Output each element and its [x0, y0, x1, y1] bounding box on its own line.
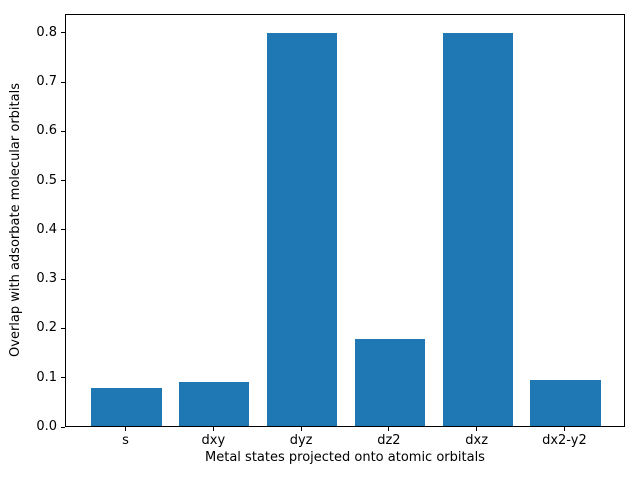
- bar-dx2-y2: [530, 380, 601, 426]
- x-tick-mark: [563, 427, 565, 431]
- bar-dxy: [179, 381, 250, 426]
- y-tick-mark: [61, 81, 65, 83]
- y-tick-label: 0.1: [36, 369, 57, 385]
- bar-dz2: [354, 339, 425, 426]
- y-tick-mark: [61, 278, 65, 280]
- y-tick-label: 0.8: [36, 24, 57, 40]
- x-tick-label: dz2: [377, 433, 401, 448]
- x-tick-mark: [300, 427, 302, 431]
- y-tick-mark: [61, 180, 65, 182]
- y-axis-label: Overlap with adsorbate molecular orbital…: [8, 83, 23, 357]
- x-tick-mark: [212, 427, 214, 431]
- y-tick-label: 0.7: [36, 74, 57, 89]
- y-tick-label: 0.6: [36, 123, 57, 139]
- x-axis-label: Metal states projected onto atomic orbit…: [205, 450, 485, 465]
- y-tick-mark: [61, 32, 65, 34]
- bar-dxz: [442, 33, 513, 426]
- y-tick-mark: [61, 377, 65, 379]
- x-tick-label: dxz: [465, 433, 489, 448]
- x-tick-mark: [476, 427, 478, 431]
- y-tick-mark: [61, 426, 65, 428]
- x-tick-mark: [125, 427, 127, 431]
- y-tick-label: 0.4: [36, 221, 57, 237]
- y-tick-mark: [61, 130, 65, 132]
- bar-dyz: [267, 33, 338, 426]
- x-tick-label: s: [122, 433, 129, 448]
- bar-s: [91, 388, 162, 426]
- y-tick-label: 0.2: [36, 320, 57, 336]
- y-tick-label: 0.0: [36, 419, 57, 434]
- x-tick-mark: [388, 427, 390, 431]
- y-tick-mark: [61, 327, 65, 329]
- plot-area: [65, 14, 625, 427]
- y-tick-mark: [61, 229, 65, 231]
- x-tick-label: dx2-y2: [542, 433, 587, 448]
- y-tick-label: 0.3: [36, 271, 57, 287]
- y-tick-label: 0.5: [36, 172, 57, 188]
- x-tick-label: dyz: [289, 433, 313, 448]
- x-tick-label: dxy: [201, 433, 226, 448]
